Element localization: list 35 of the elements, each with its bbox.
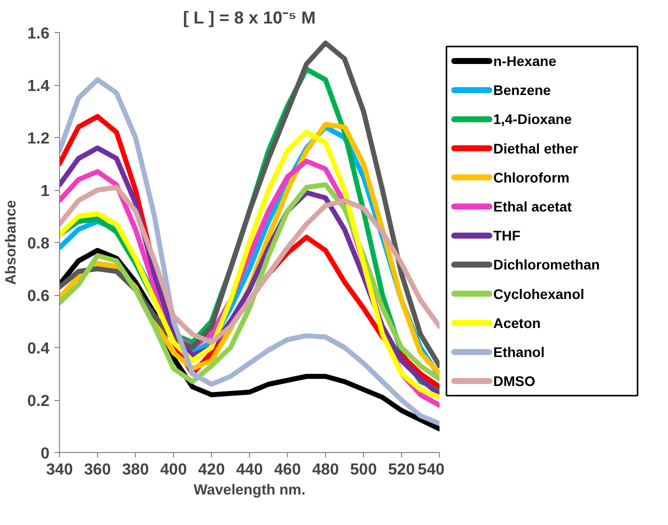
legend-label: Diethal ether bbox=[493, 140, 579, 156]
legend-label: Benzene bbox=[493, 82, 552, 98]
y-tick-label: 0.8 bbox=[27, 236, 50, 252]
x-tick-label: 540 bbox=[418, 462, 445, 478]
x-tick-label: 360 bbox=[84, 462, 111, 478]
chart-title: [ L ] = 8 x 10⁻⁵ M bbox=[182, 8, 316, 28]
x-tick-label: 420 bbox=[198, 462, 225, 478]
x-tick-label: 340 bbox=[46, 462, 73, 478]
x-tick-label: 400 bbox=[160, 462, 187, 478]
legend-label: Ethal acetat bbox=[493, 198, 572, 214]
legend-label: Dichloromethan bbox=[493, 256, 600, 273]
x-tick-label: 520 bbox=[388, 462, 415, 478]
y-axis-title: Absorbance bbox=[3, 200, 20, 285]
x-tick-label: 460 bbox=[274, 462, 301, 478]
y-tick-label: 1.6 bbox=[27, 26, 50, 42]
y-tick-label: 1.2 bbox=[27, 130, 50, 148]
legend-label: Cyclohexanol bbox=[493, 286, 584, 302]
y-tick-label: 0.6 bbox=[27, 288, 50, 305]
legend-label: Aceton bbox=[493, 314, 541, 331]
y-tick-label: 1.4 bbox=[27, 78, 50, 95]
x-axis-title: Wavelength nm. bbox=[194, 482, 306, 498]
legend-label: Chloroform bbox=[493, 169, 570, 186]
x-tick-label: 480 bbox=[312, 462, 339, 478]
y-tick-label: 0 bbox=[40, 446, 50, 462]
x-tick-label: 380 bbox=[122, 462, 149, 478]
x-tick-label: 500 bbox=[350, 462, 377, 478]
legend-label: DMSO bbox=[493, 373, 536, 390]
legend-label: Ethanol bbox=[493, 344, 545, 360]
legend-label: THF bbox=[493, 228, 521, 244]
y-tick-label: 0.4 bbox=[27, 340, 50, 358]
y-tick-label: 0.2 bbox=[27, 393, 50, 410]
legend-label: 1,4-Dioxane bbox=[493, 111, 572, 128]
legend-label: n-Hexane bbox=[493, 53, 556, 70]
x-tick-label: 440 bbox=[236, 462, 263, 478]
y-tick-label: 1 bbox=[40, 183, 50, 200]
